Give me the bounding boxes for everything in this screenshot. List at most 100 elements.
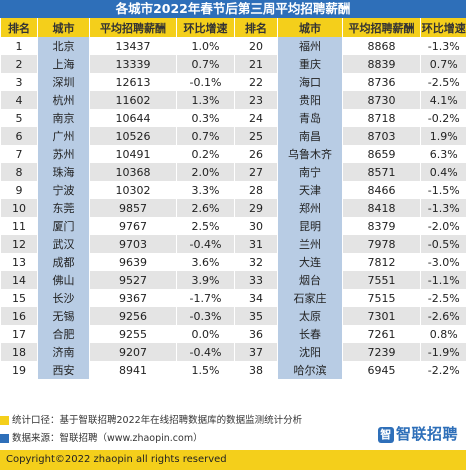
cell-salary-right: 8839: [342, 55, 421, 73]
cell-salary-left: 9255: [89, 325, 177, 343]
cell-city-left: 北京: [37, 37, 90, 55]
cell-rank-right: 36: [234, 325, 278, 343]
cell-rank-right: 29: [234, 199, 278, 217]
cell-rank-left: 12: [0, 235, 38, 253]
cell-growth-left: 0.0%: [176, 325, 235, 343]
cell-city-right: 兰州: [277, 235, 343, 253]
cell-city-left: 杭州: [37, 91, 90, 109]
cell-growth-left: 1.3%: [176, 91, 235, 109]
header-salary-right: 平均招聘薪酬: [342, 18, 421, 37]
source-text: 数据来源：智联招聘（www.zhaopin.com）: [12, 433, 203, 444]
cell-growth-right: 1.9%: [420, 127, 466, 145]
cell-city-right: 郑州: [277, 199, 343, 217]
cell-rank-right: 28: [234, 181, 278, 199]
cell-city-right: 长春: [277, 325, 343, 343]
cell-salary-right: 7551: [342, 271, 421, 289]
cell-city-right: 太原: [277, 307, 343, 325]
table-row: 4 杭州 11602 1.3% 23 贵阳 8730 4.1%: [0, 91, 466, 109]
cell-salary-right: 7301: [342, 307, 421, 325]
cell-rank-left: 4: [0, 91, 38, 109]
cell-city-left: 宁波: [37, 181, 90, 199]
cell-rank-right: 24: [234, 109, 278, 127]
cell-salary-right: 8703: [342, 127, 421, 145]
header-growth-right: 环比增速: [420, 18, 466, 37]
cell-city-right: 贵阳: [277, 91, 343, 109]
cell-rank-left: 5: [0, 109, 38, 127]
cell-rank-left: 3: [0, 73, 38, 91]
cell-rank-left: 6: [0, 127, 38, 145]
cell-salary-left: 9527: [89, 271, 177, 289]
cell-salary-right: 7515: [342, 289, 421, 307]
cell-city-right: 大连: [277, 253, 343, 271]
cell-city-right: 南宁: [277, 163, 343, 181]
cell-growth-left: 0.2%: [176, 145, 235, 163]
cell-rank-right: 35: [234, 307, 278, 325]
cell-rank-left: 1: [0, 37, 38, 55]
cell-growth-left: -0.4%: [176, 235, 235, 253]
cell-city-left: 上海: [37, 55, 90, 73]
table-title: 各城市2022年春节后第三周平均招聘薪酬: [0, 0, 466, 18]
cell-city-left: 珠海: [37, 163, 90, 181]
cell-salary-right: 7239: [342, 343, 421, 361]
header-salary-left: 平均招聘薪酬: [89, 18, 177, 37]
yellow-square-icon: [0, 416, 9, 425]
cell-city-right: 重庆: [277, 55, 343, 73]
cell-city-right: 石家庄: [277, 289, 343, 307]
zhaopin-logo: 智智联招聘: [377, 423, 458, 444]
cell-rank-right: 23: [234, 91, 278, 109]
table-row: 7 苏州 10491 0.2% 26 乌鲁木齐 8659 6.3%: [0, 145, 466, 163]
cell-rank-right: 26: [234, 145, 278, 163]
source-note: 数据来源：智联招聘（www.zhaopin.com）: [0, 432, 203, 446]
cell-growth-right: -2.5%: [420, 73, 466, 91]
cell-city-left: 佛山: [37, 271, 90, 289]
cell-rank-right: 22: [234, 73, 278, 91]
cell-growth-right: 0.8%: [420, 325, 466, 343]
cell-rank-left: 8: [0, 163, 38, 181]
table-row: 19 西安 8941 1.5% 38 哈尔滨 6945 -2.2%: [0, 361, 466, 379]
cell-rank-right: 32: [234, 253, 278, 271]
cell-city-right: 沈阳: [277, 343, 343, 361]
cell-rank-right: 20: [234, 37, 278, 55]
cell-rank-left: 14: [0, 271, 38, 289]
cell-salary-right: 7261: [342, 325, 421, 343]
cell-growth-right: -0.5%: [420, 235, 466, 253]
cell-growth-left: -0.1%: [176, 73, 235, 91]
cell-salary-left: 10302: [89, 181, 177, 199]
table-row: 5 南京 10644 0.3% 24 青岛 8718 -0.2%: [0, 109, 466, 127]
cell-city-left: 济南: [37, 343, 90, 361]
caliber-note: 统计口径：基于智联招聘2022年在线招聘数据库的数据监测统计分析: [0, 414, 302, 428]
cell-growth-left: 3.9%: [176, 271, 235, 289]
cell-rank-right: 37: [234, 343, 278, 361]
cell-city-left: 广州: [37, 127, 90, 145]
cell-growth-right: -2.6%: [420, 307, 466, 325]
cell-rank-left: 2: [0, 55, 38, 73]
cell-salary-right: 8466: [342, 181, 421, 199]
cell-growth-right: 4.1%: [420, 91, 466, 109]
cell-growth-right: 6.3%: [420, 145, 466, 163]
header-rank-left: 排名: [0, 18, 38, 37]
cell-growth-left: -0.3%: [176, 307, 235, 325]
cell-city-left: 南京: [37, 109, 90, 127]
cell-growth-left: -1.7%: [176, 289, 235, 307]
cell-salary-right: 8718: [342, 109, 421, 127]
cell-salary-left: 11602: [89, 91, 177, 109]
table-row: 3 深圳 12613 -0.1% 22 海口 8736 -2.5%: [0, 73, 466, 91]
cell-salary-right: 8379: [342, 217, 421, 235]
cell-growth-right: -0.2%: [420, 109, 466, 127]
cell-salary-left: 12613: [89, 73, 177, 91]
cell-city-right: 青岛: [277, 109, 343, 127]
cell-salary-right: 8571: [342, 163, 421, 181]
cell-growth-right: -3.0%: [420, 253, 466, 271]
cell-salary-left: 9767: [89, 217, 177, 235]
header-growth-left: 环比增速: [176, 18, 235, 37]
cell-rank-left: 13: [0, 253, 38, 271]
cell-salary-right: 6945: [342, 361, 421, 379]
cell-growth-left: 0.3%: [176, 109, 235, 127]
cell-rank-left: 18: [0, 343, 38, 361]
cell-rank-right: 21: [234, 55, 278, 73]
cell-rank-right: 27: [234, 163, 278, 181]
cell-city-right: 福州: [277, 37, 343, 55]
table-row: 2 上海 13339 0.7% 21 重庆 8839 0.7%: [0, 55, 466, 73]
cell-salary-left: 10491: [89, 145, 177, 163]
table-row: 13 成都 9639 3.6% 32 大连 7812 -3.0%: [0, 253, 466, 271]
